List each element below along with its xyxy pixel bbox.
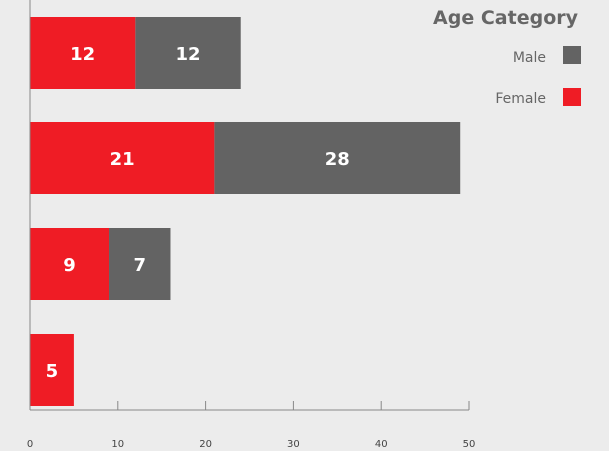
bars-layer: 12 12 21 28 9 7 5 [30, 17, 461, 406]
legend: Age Category Male Female [433, 7, 581, 107]
legend-item-female: Female [495, 88, 581, 107]
bar-female-3 [30, 334, 74, 406]
bar-female-0 [30, 17, 136, 89]
bar-male-2 [109, 228, 171, 300]
x-tick-label-30: 30 [287, 439, 300, 450]
legend-swatch-female [563, 88, 581, 106]
legend-title: Age Category [433, 7, 579, 29]
legend-swatch-male [563, 46, 581, 64]
bar-label-male-0: 12 [176, 44, 201, 65]
x-axis: 0 10 20 30 40 50 [27, 0, 476, 450]
bar-label-male-1: 28 [325, 149, 350, 170]
bar-label-female-2: 9 [63, 255, 76, 276]
bar-label-female-0: 12 [70, 44, 95, 65]
bar-male-1 [214, 122, 461, 194]
x-tick-label-0: 0 [27, 439, 33, 450]
bar-label-female-3: 5 [46, 361, 59, 382]
bar-male-0 [135, 17, 241, 89]
legend-label-male: Male [513, 50, 546, 66]
x-tick-label-40: 40 [375, 439, 388, 450]
x-tick-label-20: 20 [199, 439, 212, 450]
bar-female-2 [30, 228, 110, 300]
bar-label-female-1: 21 [110, 149, 135, 170]
x-tick-label-10: 10 [111, 439, 124, 450]
legend-label-female: Female [495, 91, 546, 107]
x-tick-label-50: 50 [463, 439, 476, 450]
legend-item-male: Male [513, 46, 581, 66]
bar-female-1 [30, 122, 215, 194]
bar-label-male-2: 7 [133, 255, 146, 276]
